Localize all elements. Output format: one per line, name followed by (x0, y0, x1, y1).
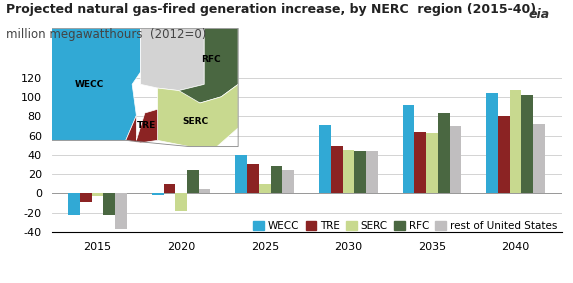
Bar (259, 184, 270, 194)
Bar (103, 194, 115, 215)
Text: Projected natural gas-fired generation increase, by NERC  region (2015-40): Projected natural gas-fired generation i… (6, 3, 536, 16)
Bar (199, 188, 210, 194)
Legend: WECC, TRE, SERC, RFC, rest of United States: WECC, TRE, SERC, RFC, rest of United Sta… (249, 217, 562, 235)
Bar (68, 194, 80, 215)
Polygon shape (175, 28, 238, 103)
Bar (282, 170, 294, 194)
Bar (236, 155, 247, 194)
Text: TRE: TRE (138, 121, 156, 130)
Bar (115, 194, 127, 229)
Bar (343, 150, 354, 194)
Polygon shape (52, 28, 140, 140)
Bar (510, 90, 521, 194)
Bar (486, 93, 498, 194)
Polygon shape (158, 84, 238, 147)
Polygon shape (140, 28, 204, 91)
Bar (354, 151, 366, 194)
Text: RFC: RFC (201, 55, 221, 64)
Bar (175, 194, 187, 211)
Bar (533, 124, 545, 194)
Text: SERC: SERC (183, 117, 209, 126)
Bar (80, 194, 92, 202)
Bar (403, 105, 414, 194)
Bar (319, 125, 331, 194)
Polygon shape (125, 109, 158, 143)
Bar (92, 194, 103, 196)
Bar (521, 95, 533, 194)
Bar (438, 113, 449, 194)
Bar (187, 170, 199, 194)
Text: million megawatthours  (2012=0): million megawatthours (2012=0) (6, 28, 206, 41)
Bar (270, 166, 282, 194)
Bar (164, 184, 175, 194)
Bar (247, 164, 259, 194)
Text: WECC: WECC (75, 80, 104, 89)
Bar (449, 126, 461, 194)
Bar (426, 133, 438, 194)
Bar (498, 116, 510, 194)
Bar (331, 146, 343, 194)
Text: eia: eia (528, 8, 549, 22)
Bar (414, 132, 426, 194)
Bar (366, 151, 378, 194)
Bar (152, 194, 164, 195)
